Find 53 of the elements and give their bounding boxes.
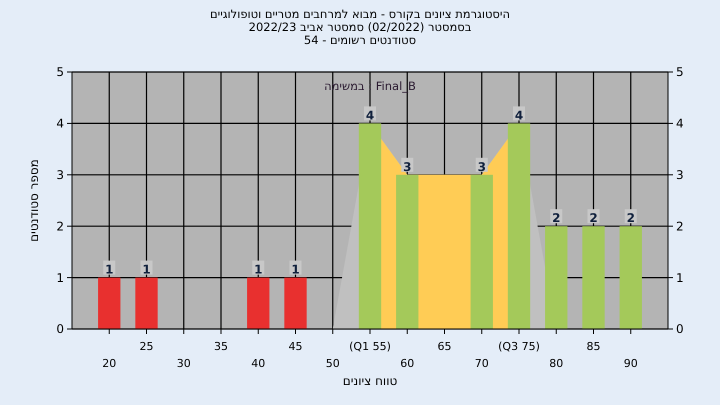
bar bbox=[396, 174, 418, 329]
bar bbox=[620, 226, 642, 329]
data-label: 4 bbox=[366, 108, 374, 122]
data-label: 3 bbox=[403, 160, 412, 174]
y-tick-label: 0 bbox=[56, 322, 64, 336]
x-tick-label: 45 bbox=[288, 340, 302, 353]
bar bbox=[358, 123, 382, 329]
data-label: 1 bbox=[254, 262, 262, 277]
data-label: 1 bbox=[105, 262, 114, 277]
x-tick-label: 70 bbox=[474, 357, 489, 370]
data-label: 2 bbox=[626, 211, 635, 226]
chart-title: היסטוגרמת ציונים בקורס - מבוא למרחבים מטריים וטופולוגיים bbox=[210, 7, 510, 21]
x-tick-label: 50 bbox=[326, 357, 340, 370]
x-tick-label: 65 bbox=[438, 340, 452, 353]
x-tick-label: 30 bbox=[176, 357, 191, 370]
x-tick-label: 85 bbox=[586, 340, 600, 353]
x-tick-label: 25 bbox=[140, 340, 154, 353]
x-tick-label: 20 bbox=[102, 357, 116, 370]
x-tick-label: 90 bbox=[624, 357, 638, 370]
y2-tick-label: 5 bbox=[676, 65, 684, 80]
x-tick-label: 35 bbox=[214, 340, 228, 353]
y-tick-label: 5 bbox=[56, 65, 64, 80]
x-tick-label: (Q3 75) bbox=[498, 340, 540, 353]
x-tick-label: (Q1 55) bbox=[349, 340, 391, 353]
data-label: 1 bbox=[291, 262, 300, 277]
y2-tick-label: 3 bbox=[676, 168, 684, 182]
data-label: 3 bbox=[478, 160, 486, 174]
bar bbox=[247, 278, 270, 329]
y2-tick-label: 1 bbox=[676, 270, 684, 285]
y2-tick-label: 0 bbox=[676, 322, 684, 336]
data-label: 2 bbox=[589, 211, 598, 226]
bar bbox=[284, 278, 307, 329]
x-tick-label: 80 bbox=[549, 357, 564, 370]
y-tick-label: 3 bbox=[56, 168, 64, 182]
bar bbox=[508, 123, 530, 329]
chart-subtitle: בסמסטר (02/2022) סמסטר אביב 2022/23 סטודנטים רשומים - 54 bbox=[248, 20, 472, 47]
y-tick-label: 4 bbox=[56, 116, 64, 131]
data-label: 4 bbox=[514, 108, 524, 122]
x-tick-label: 40 bbox=[251, 357, 266, 370]
data-label: 2 bbox=[552, 211, 560, 226]
x-axis-title: טווח ציונים bbox=[342, 374, 398, 388]
y-tick-label: 1 bbox=[56, 270, 64, 285]
y2-tick-label: 2 bbox=[676, 219, 684, 234]
y-tick-label: 2 bbox=[56, 219, 64, 234]
bar bbox=[545, 226, 568, 329]
bar bbox=[98, 278, 120, 329]
bar bbox=[135, 278, 158, 329]
bar bbox=[582, 226, 605, 329]
bar bbox=[470, 174, 493, 329]
y2-tick-label: 4 bbox=[676, 116, 684, 131]
y-axis-title: מספר סטודנטים bbox=[27, 159, 41, 242]
x-tick-label: 60 bbox=[400, 357, 414, 370]
data-label: 1 bbox=[142, 262, 151, 277]
